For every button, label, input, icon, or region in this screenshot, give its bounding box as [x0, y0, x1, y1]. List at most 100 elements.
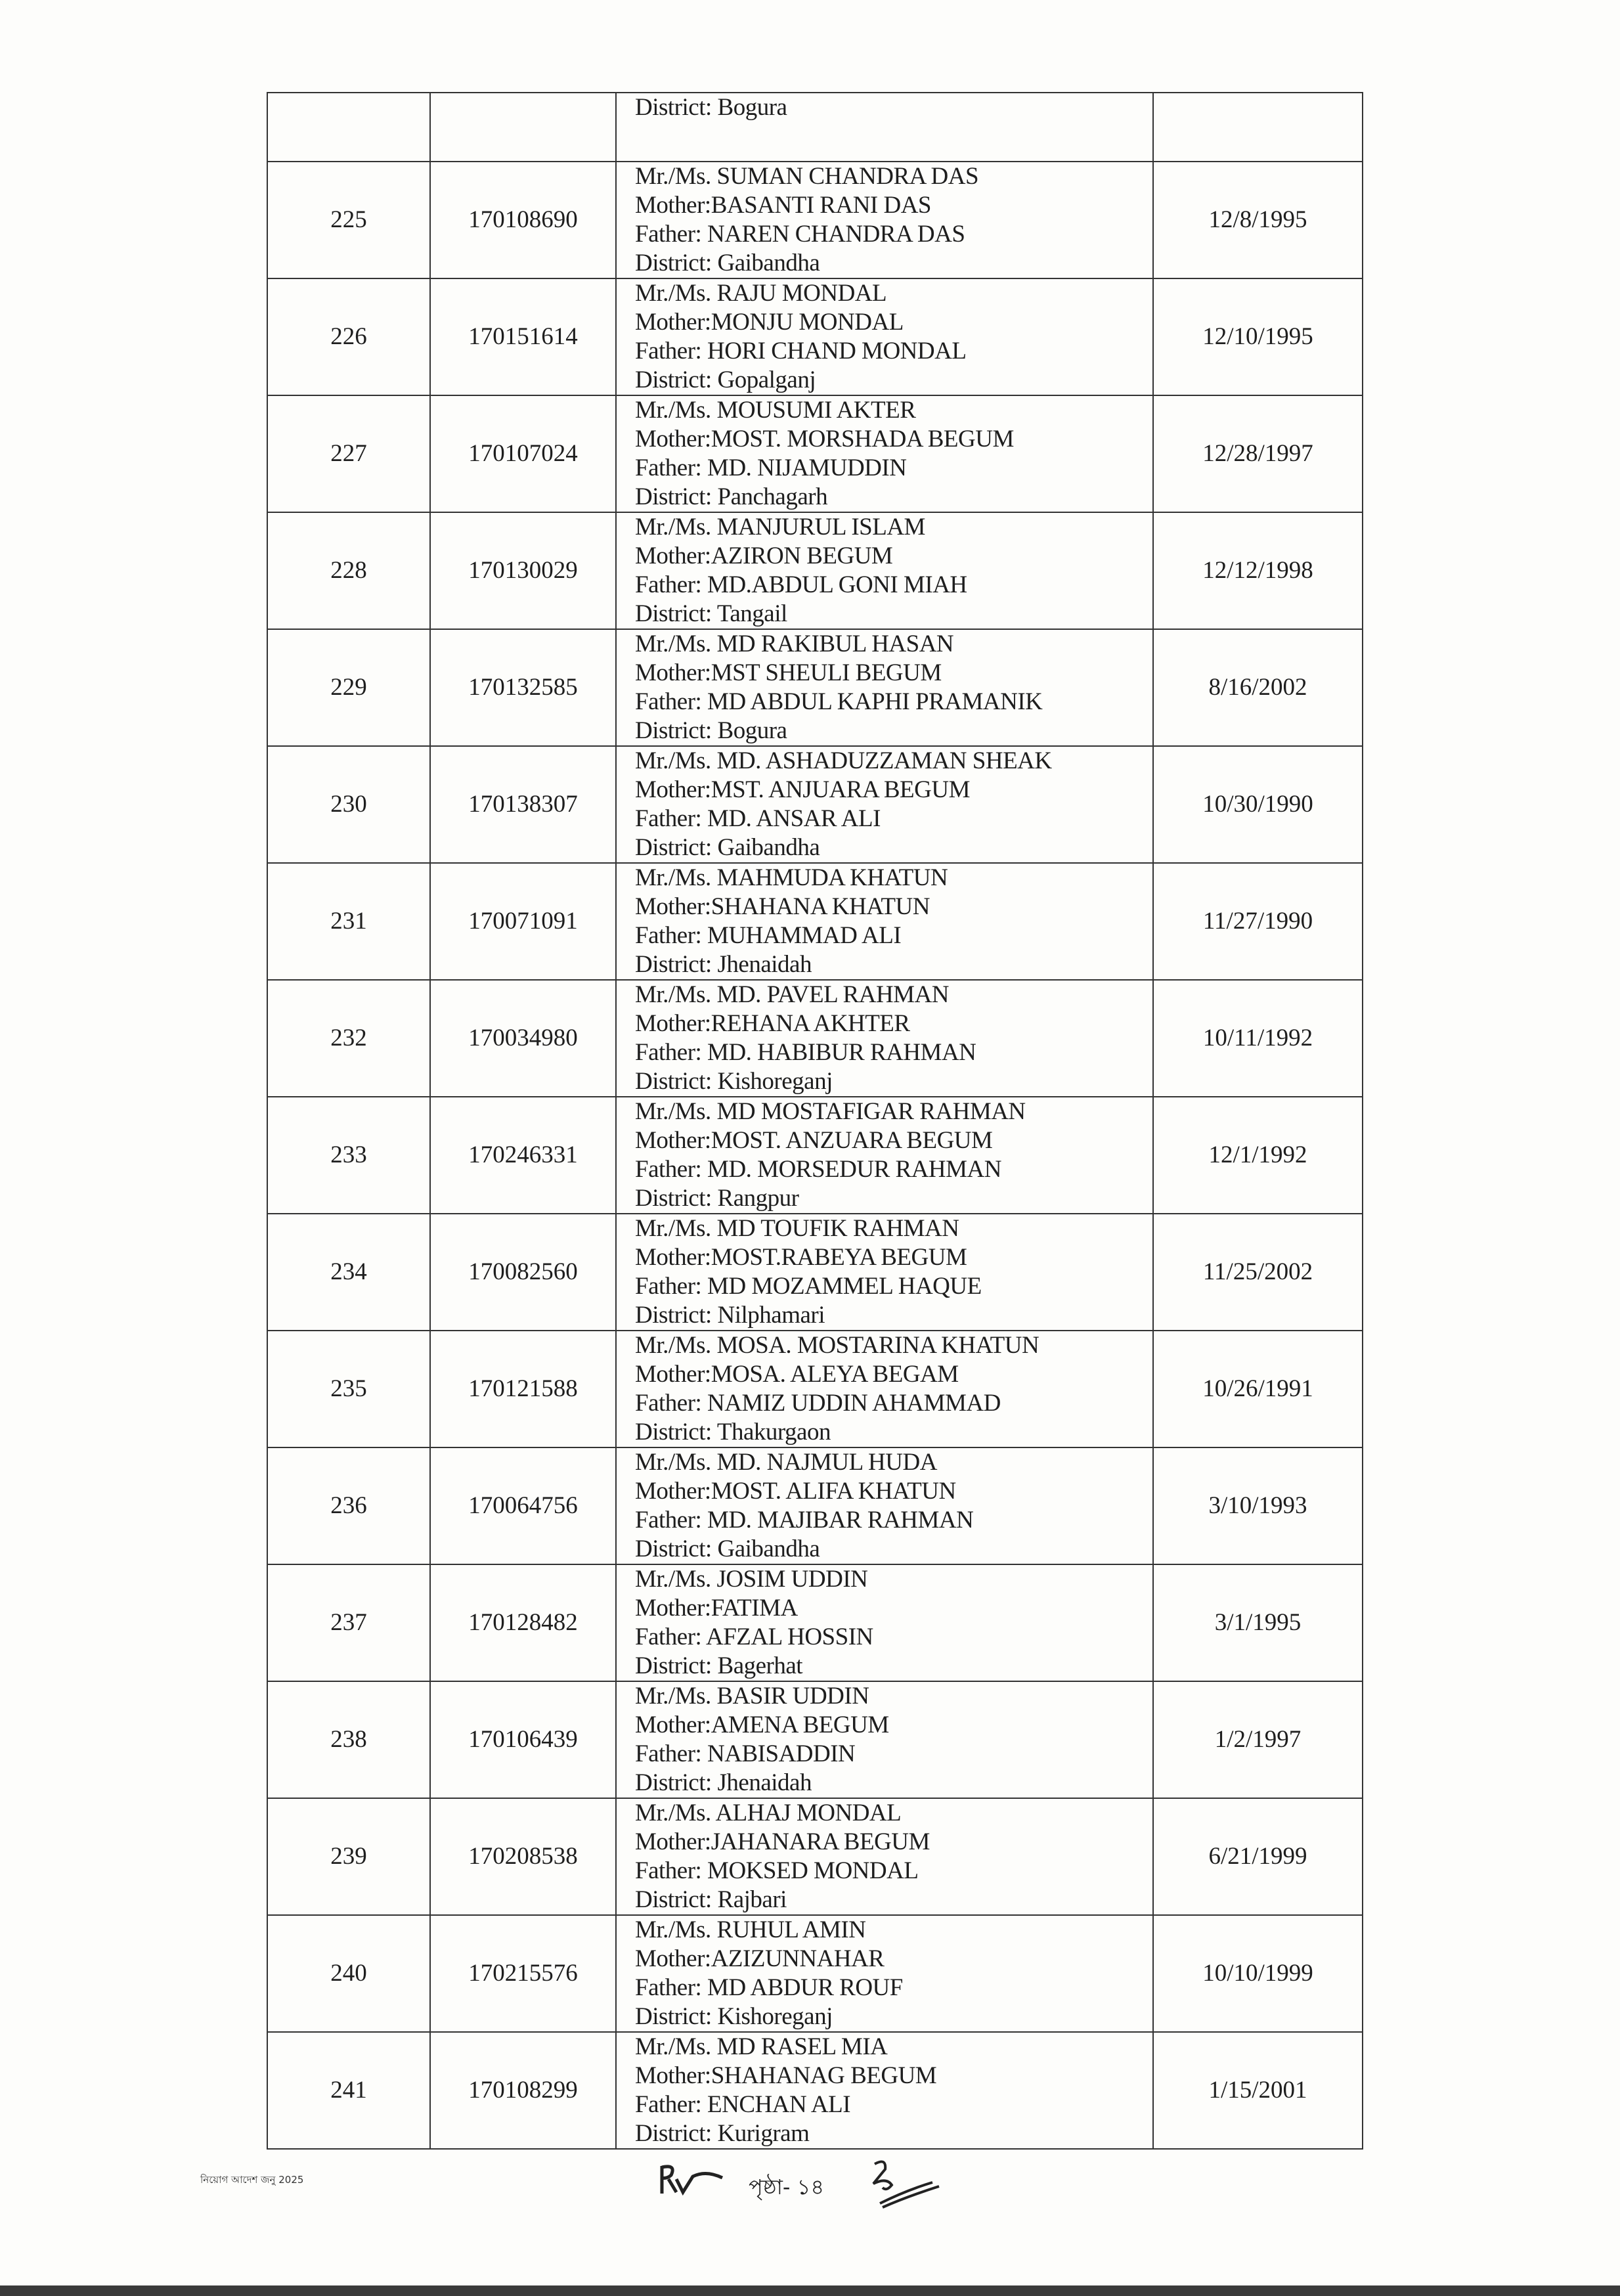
table-row: 238 170106439 Mr./Ms. BASIR UDDIN Mother:AM… — [267, 1681, 1363, 1799]
serial-cell: 234 — [267, 1213, 431, 1331]
info-line: Mr./Ms. MOSA. MOSTARINA KHATUN — [635, 1332, 1040, 1359]
table-row: 234 170082560 Mr./Ms. MD TOUFIK RAHMAN Moth… — [267, 1213, 1363, 1331]
roll-cell: 170208538 — [429, 1798, 617, 1916]
roll-cell: 170128482 — [429, 1564, 617, 1682]
roll-cell: 170215576 — [429, 1914, 617, 2033]
info-line: District: Tangail — [635, 600, 787, 627]
candidate-table-body: District: Bogura 225 170108690 Mr./Ms. SUM… — [267, 92, 1363, 2150]
info-line: District: Bagerhat — [635, 1652, 803, 1679]
info-line: District: Gaibandha — [635, 250, 820, 276]
info-line: Mr./Ms. MD RAKIBUL HASAN — [635, 630, 954, 657]
dob-cell: 10/26/1991 — [1152, 1330, 1363, 1448]
info-cell: Mr./Ms. ALHAJ MONDAL Mother:JAHANARA BEGU… — [615, 1798, 1154, 1916]
scan-edge — [0, 2285, 1620, 2296]
info-line: Mother:MONJU MONDAL — [635, 309, 904, 336]
info-line: Mother:AZIRON BEGUM — [635, 542, 893, 569]
info-cell: Mr./Ms. MAHMUDA KHATUN Mother:SHAHANA KHA… — [615, 862, 1154, 981]
dob-cell: 3/1/1995 — [1152, 1564, 1363, 1682]
roll-cell: 170108690 — [429, 161, 617, 279]
dob-cell: 11/25/2002 — [1152, 1213, 1363, 1331]
table-row-continuation: District: Bogura — [267, 92, 1363, 162]
info-line: Mr./Ms. RUHUL AMIN — [635, 1916, 866, 1943]
info-cell: Mr./Ms. MANJURUL ISLAM Mother:AZIRON BEGU… — [615, 512, 1154, 630]
info-line: District: Kurigram — [635, 2120, 810, 2147]
info-line: Father: MD MOZAMMEL HAQUE — [635, 1273, 982, 1300]
info-cell: Mr./Ms. MD RAKIBUL HASAN Mother:MST SHEUL… — [615, 629, 1154, 747]
info-line: Father: MUHAMMAD ALI — [635, 922, 902, 949]
dob-cell: 10/11/1992 — [1152, 979, 1363, 1097]
serial-cell: 236 — [267, 1447, 431, 1565]
table-row: 236 170064756 Mr./Ms. MD. NAJMUL HUDA Mothe… — [267, 1447, 1363, 1565]
info-cell: Mr./Ms. MOSA. MOSTARINA KHATUN Mother:MOS… — [615, 1330, 1154, 1448]
roll-cell: 170071091 — [429, 862, 617, 981]
serial-cell: 241 — [267, 2031, 431, 2150]
info-line: District: Jhenaidah — [635, 1769, 812, 1796]
info-line: Father: NAMIZ UDDIN AHAMMAD — [635, 1390, 1001, 1417]
table-row: 229 170132585 Mr./Ms. MD RAKIBUL HASAN Moth… — [267, 629, 1363, 747]
info-line: Father: ENCHAN ALI — [635, 2091, 851, 2118]
roll-cell: 170130029 — [429, 512, 617, 630]
dob-cell: 12/12/1998 — [1152, 512, 1363, 630]
info-line: District: Thakurgaon — [635, 1419, 831, 1446]
table-row: 231 170071091 Mr./Ms. MAHMUDA KHATUN Mother… — [267, 862, 1363, 981]
serial-cell: 239 — [267, 1798, 431, 1916]
table-row: 233 170246331 Mr./Ms. MD MOSTAFIGAR RAHMAN… — [267, 1096, 1363, 1214]
info-line: District: Kishoreganj — [635, 2003, 833, 2030]
serial-cell: 233 — [267, 1096, 431, 1214]
info-line: Mother:REHANA AKHTER — [635, 1010, 910, 1037]
info-line: District: Kishoreganj — [635, 1068, 833, 1095]
dob-cell: 12/28/1997 — [1152, 395, 1363, 513]
info-line: District: Rajbari — [635, 1886, 787, 1913]
serial-cell: 235 — [267, 1330, 431, 1448]
info-line: Mother:MOST. ALIFA KHATUN — [635, 1478, 956, 1505]
dob-cell: 11/27/1990 — [1152, 862, 1363, 981]
serial-cell: 225 — [267, 161, 431, 279]
info-line: Father: MD. MORSEDUR RAHMAN — [635, 1156, 1001, 1183]
info-cell: Mr./Ms. MD RASEL MIA Mother:SHAHANAG BEGU… — [615, 2031, 1154, 2150]
info-line: District: Gopalganj — [635, 366, 816, 393]
page-number: পৃষ্ঠা- ১৪ — [749, 2175, 825, 2199]
info-cell: District: Bogura — [615, 92, 1154, 162]
serial-cell: 227 — [267, 395, 431, 513]
table-row: 230 170138307 Mr./Ms. MD. ASHADUZZAMAN SHE… — [267, 745, 1363, 864]
info-line: District: Gaibandha — [635, 1535, 820, 1562]
info-line: Mr./Ms. ALHAJ MONDAL — [635, 1799, 902, 1826]
info-line: Mother:MOST.RABEYA BEGUM — [635, 1244, 967, 1271]
info-line: Father: MD ABDUR ROUF — [635, 1974, 903, 2001]
serial-cell: 237 — [267, 1564, 431, 1682]
serial-cell: 229 — [267, 629, 431, 747]
info-line: Father: NAREN CHANDRA DAS — [635, 221, 965, 248]
candidate-table: District: Bogura 225 170108690 Mr./Ms. SUM… — [267, 92, 1363, 2150]
info-cell: Mr./Ms. SUMAN CHANDRA DAS Mother:BASANTI … — [615, 161, 1154, 279]
serial-cell — [267, 92, 431, 162]
roll-cell: 170034980 — [429, 979, 617, 1097]
serial-cell: 240 — [267, 1914, 431, 2033]
dob-cell: 8/16/2002 — [1152, 629, 1363, 747]
table-row: 240 170215576 Mr./Ms. RUHUL AMIN Mother:AZI… — [267, 1914, 1363, 2033]
info-line: Mother:AZIZUNNAHAR — [635, 1945, 885, 1972]
info-line: Mr./Ms. MD MOSTAFIGAR RAHMAN — [635, 1098, 1026, 1125]
dob-cell: 12/10/1995 — [1152, 278, 1363, 396]
info-line: Mother:MOST. ANZUARA BEGUM — [635, 1127, 993, 1154]
info-cell: Mr./Ms. BASIR UDDIN Mother:AMENA BEGUM Fat… — [615, 1681, 1154, 1799]
roll-cell: 170064756 — [429, 1447, 617, 1565]
info-line: Mr./Ms. BASIR UDDIN — [635, 1683, 869, 1710]
serial-cell: 228 — [267, 512, 431, 630]
dob-cell: 10/30/1990 — [1152, 745, 1363, 864]
info-line: Father: HORI CHAND MONDAL — [635, 338, 967, 364]
roll-cell: 170138307 — [429, 745, 617, 864]
roll-cell: 170132585 — [429, 629, 617, 747]
dob-cell: 6/21/1999 — [1152, 1798, 1363, 1916]
info-line: District: Panchagarh — [635, 483, 828, 510]
table-row: 232 170034980 Mr./Ms. MD. PAVEL RAHMAN Moth… — [267, 979, 1363, 1097]
info-line: Father: NABISADDIN — [635, 1740, 856, 1767]
info-line: Father: MD.ABDUL GONI MIAH — [635, 571, 967, 598]
info-line: Mr./Ms. MAHMUDA KHATUN — [635, 864, 948, 891]
info-line: Mother:SHAHANA KHATUN — [635, 893, 930, 920]
info-line: Mr./Ms. MD. ASHADUZZAMAN SHEAK — [635, 747, 1052, 774]
table-row: 241 170108299 Mr./Ms. MD RASEL MIA Mother:S… — [267, 2031, 1363, 2150]
info-line: Mother:MST SHEULI BEGUM — [635, 659, 942, 686]
table-row: 227 170107024 Mr./Ms. MOUSUMI AKTER Mother:… — [267, 395, 1363, 513]
info-line: Mr./Ms. JOSIM UDDIN — [635, 1566, 868, 1593]
roll-cell: 170151614 — [429, 278, 617, 396]
